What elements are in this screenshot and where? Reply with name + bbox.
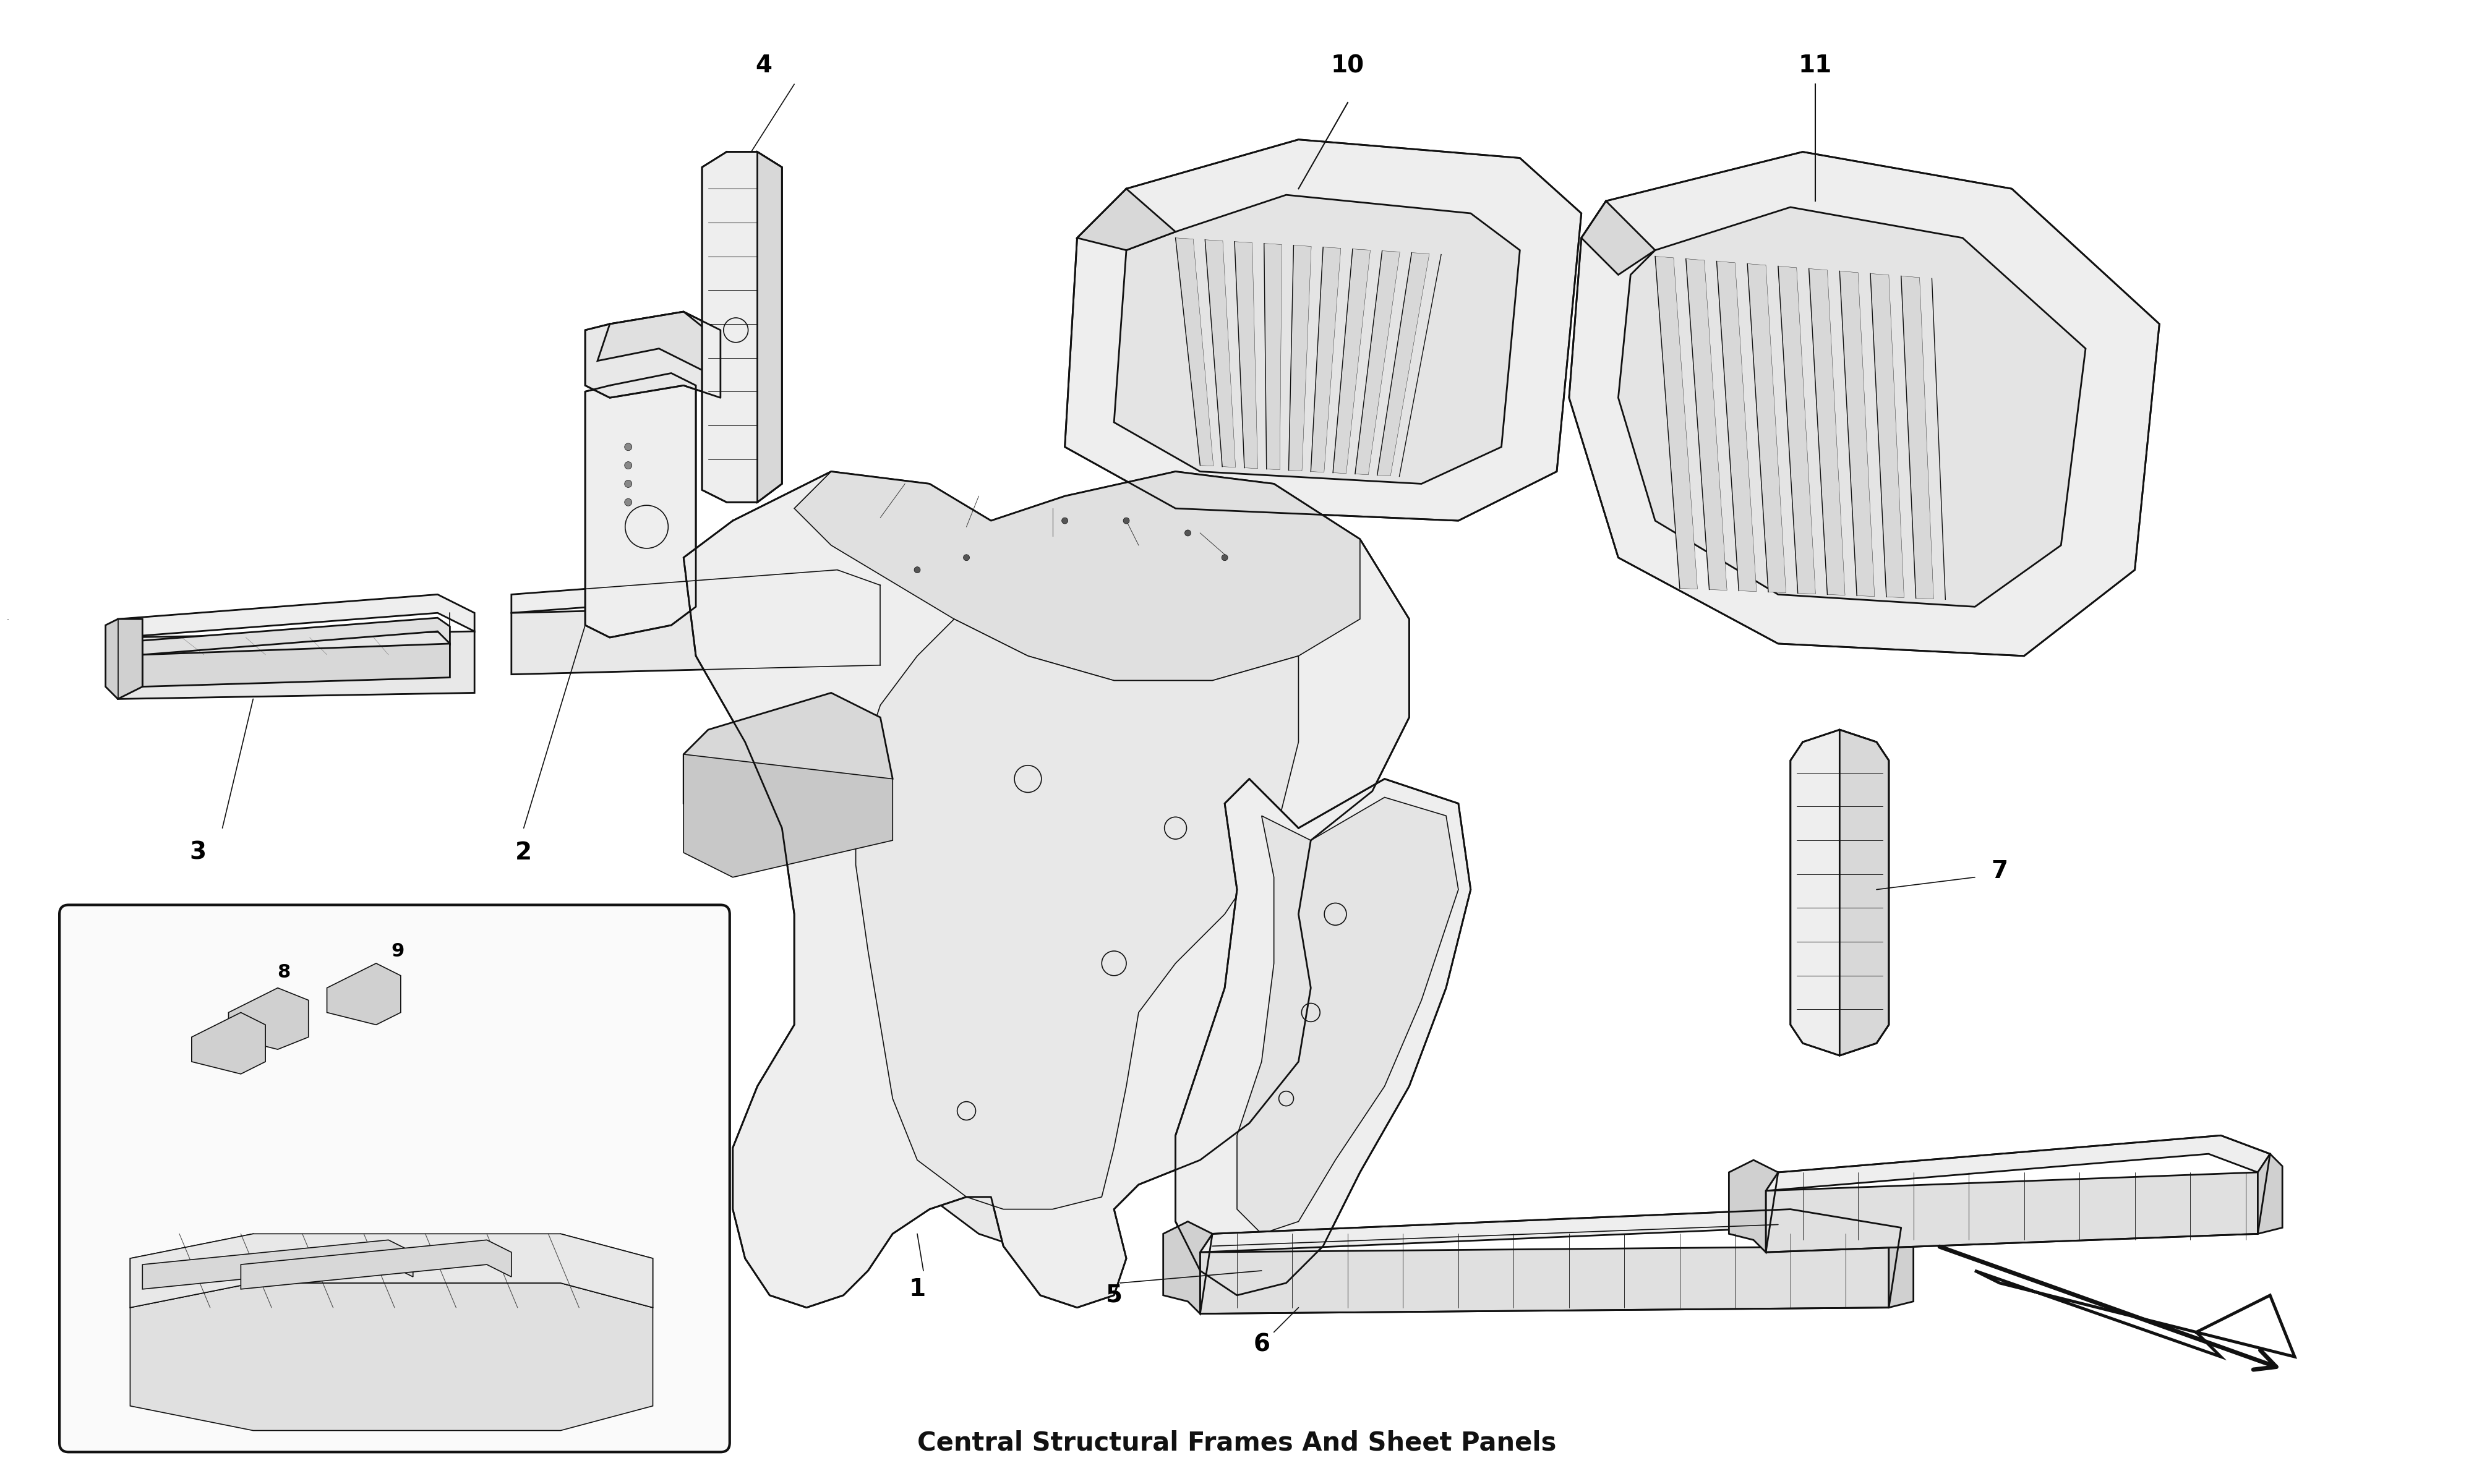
Polygon shape [143, 644, 450, 687]
Polygon shape [1113, 194, 1519, 484]
Polygon shape [1791, 730, 1888, 1055]
Circle shape [1185, 530, 1190, 536]
Text: 11: 11 [1799, 53, 1831, 77]
Polygon shape [512, 570, 881, 613]
Polygon shape [1766, 1172, 2259, 1252]
Polygon shape [1264, 243, 1282, 470]
Polygon shape [1779, 266, 1816, 594]
Text: 2: 2 [515, 841, 532, 864]
Polygon shape [599, 312, 745, 386]
Polygon shape [119, 595, 475, 638]
Polygon shape [1569, 151, 2160, 656]
Circle shape [1222, 555, 1227, 561]
Polygon shape [1205, 240, 1235, 467]
Polygon shape [2259, 1155, 2284, 1233]
Polygon shape [1200, 1209, 1900, 1252]
Polygon shape [190, 1012, 265, 1074]
Polygon shape [683, 754, 893, 877]
Polygon shape [586, 372, 695, 638]
Polygon shape [794, 472, 1361, 681]
Text: 10: 10 [1331, 53, 1366, 77]
Polygon shape [1311, 248, 1341, 472]
Polygon shape [327, 963, 401, 1025]
Polygon shape [131, 1233, 252, 1307]
Circle shape [962, 555, 970, 561]
Polygon shape [1870, 273, 1905, 598]
Polygon shape [1717, 261, 1757, 592]
FancyBboxPatch shape [59, 905, 730, 1451]
Circle shape [623, 462, 631, 469]
Text: 9: 9 [391, 942, 403, 960]
Polygon shape [131, 1284, 653, 1431]
Polygon shape [720, 509, 967, 693]
Polygon shape [1175, 237, 1212, 466]
Polygon shape [1064, 139, 1581, 521]
Polygon shape [1237, 797, 1457, 1233]
Polygon shape [1729, 1160, 1779, 1252]
Polygon shape [512, 604, 881, 674]
Polygon shape [703, 151, 782, 502]
Circle shape [623, 499, 631, 506]
Polygon shape [1163, 1221, 1212, 1313]
Polygon shape [106, 619, 143, 699]
Polygon shape [1378, 252, 1430, 476]
Polygon shape [757, 151, 782, 502]
Polygon shape [1581, 200, 1655, 275]
Polygon shape [228, 988, 309, 1049]
Polygon shape [1747, 264, 1786, 592]
Polygon shape [131, 1233, 653, 1307]
Polygon shape [930, 509, 1361, 1247]
Text: 3: 3 [190, 841, 205, 864]
Polygon shape [1175, 779, 1470, 1296]
Circle shape [1061, 518, 1069, 524]
Polygon shape [745, 545, 1051, 1198]
Polygon shape [1064, 484, 1361, 742]
Polygon shape [119, 631, 475, 699]
Polygon shape [1808, 269, 1846, 595]
Polygon shape [1841, 730, 1888, 1055]
Polygon shape [1900, 276, 1935, 600]
Polygon shape [143, 1241, 413, 1290]
Polygon shape [1685, 258, 1727, 591]
Text: 6: 6 [1254, 1333, 1269, 1356]
Circle shape [915, 567, 920, 573]
Polygon shape [1356, 251, 1400, 475]
Polygon shape [856, 619, 1299, 1209]
Polygon shape [1766, 1135, 2271, 1190]
Polygon shape [1235, 242, 1257, 469]
Polygon shape [586, 312, 720, 398]
Polygon shape [562, 1233, 653, 1307]
Polygon shape [1289, 245, 1311, 470]
Polygon shape [683, 472, 1410, 1307]
Polygon shape [1655, 257, 1697, 589]
Polygon shape [1888, 1227, 1912, 1307]
Text: 4: 4 [755, 53, 772, 77]
Polygon shape [1841, 272, 1875, 597]
Circle shape [623, 444, 631, 451]
Polygon shape [143, 617, 450, 654]
Text: 1: 1 [908, 1278, 925, 1301]
Polygon shape [1076, 188, 1175, 251]
Polygon shape [1974, 1270, 2296, 1356]
Polygon shape [240, 1241, 512, 1290]
Circle shape [1123, 518, 1131, 524]
Polygon shape [683, 693, 893, 828]
Polygon shape [1200, 1247, 1888, 1313]
Text: 7: 7 [1992, 859, 2009, 883]
Polygon shape [1618, 208, 2086, 607]
Circle shape [623, 481, 631, 487]
Text: 8: 8 [277, 963, 289, 981]
Text: 5: 5 [1106, 1284, 1123, 1307]
Polygon shape [1333, 249, 1371, 473]
Text: Central Structural Frames And Sheet Panels: Central Structural Frames And Sheet Pane… [918, 1431, 1556, 1456]
